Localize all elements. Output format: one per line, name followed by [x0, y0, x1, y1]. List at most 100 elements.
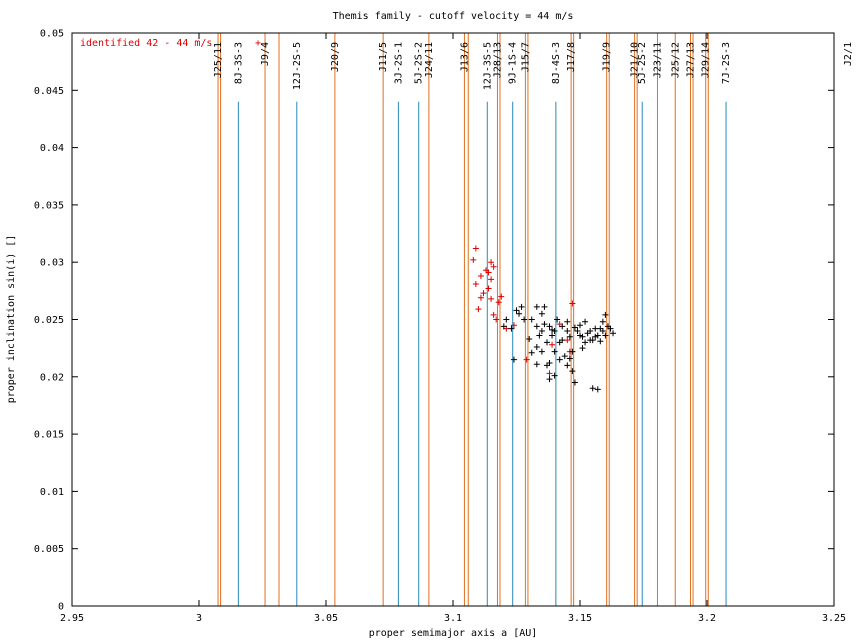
member-point [564, 362, 571, 369]
member-point [582, 318, 589, 325]
axis-ticks: 2.95 3 3.05 3.1 3.15 3.2 3.25 0 0.005 0.01 0.015 0.… [34, 29, 846, 625]
resonance-label: J9/4 [260, 42, 271, 66]
member-point [594, 332, 601, 339]
x-tick-label: 2.95 [60, 613, 84, 624]
identified-point [485, 269, 492, 276]
identified-point [472, 245, 479, 252]
resonance-label: 12J-2S-5 [292, 42, 303, 90]
identified-point [569, 300, 576, 307]
member-point [569, 348, 576, 355]
resonance-label: 12J-3S-5 [482, 42, 493, 90]
identified-point [546, 370, 553, 377]
y-tick-label: 0.01 [40, 487, 64, 498]
member-point [599, 318, 606, 325]
member-point [528, 349, 535, 356]
member-point [592, 325, 599, 332]
member-point [500, 323, 507, 330]
member-point [546, 360, 553, 367]
member-point [551, 348, 558, 355]
y-tick-label: 0.03 [40, 258, 64, 269]
identified-point [472, 280, 479, 287]
member-point [541, 303, 548, 310]
identified-point [485, 285, 492, 292]
x-tick-label: 3.15 [568, 613, 592, 624]
member-point [513, 307, 520, 314]
chart-title: Themis family - cutoff velocity = 44 m/s [333, 11, 574, 22]
resonance-label: 5J-2S-2 [637, 42, 648, 84]
resonance-label: J13/6 [459, 42, 470, 72]
member-point [571, 324, 578, 331]
resonance-label: J21/10 [630, 42, 641, 78]
resonance-label: J25/11 [213, 42, 224, 78]
y-tick-label: 0.035 [34, 200, 64, 211]
member-point [533, 361, 540, 368]
data-points [470, 245, 617, 393]
identified-point [523, 356, 530, 363]
member-point [602, 332, 609, 339]
resonance-label: J29/14 [701, 42, 712, 78]
identified-point [470, 256, 477, 263]
resonance-label: J15/7 [520, 42, 531, 72]
resonance-label: J25/12 [670, 42, 681, 78]
member-point [559, 337, 566, 344]
x-axis-label: proper semimajor axis a [AU] [369, 628, 538, 639]
member-point [538, 348, 545, 355]
identified-point [498, 293, 505, 300]
y-tick-label: 0 [58, 602, 64, 613]
identified-point [480, 290, 487, 297]
y-tick-label: 0.045 [34, 86, 64, 97]
x-tick-label: 3.2 [698, 613, 716, 624]
identified-point [564, 337, 571, 344]
member-point [541, 321, 548, 328]
member-point [559, 323, 566, 330]
x-tick-label: 3.1 [444, 613, 462, 624]
member-point [508, 325, 515, 332]
legend-marker: + [255, 38, 261, 49]
identified-point [549, 341, 556, 348]
identified-point [495, 299, 502, 306]
member-point [566, 333, 573, 340]
y-axis-label: proper inclination sin(i) [] [6, 235, 17, 404]
y-tick-label: 0.05 [40, 29, 64, 40]
resonance-label: 7J-2S-3 [721, 42, 732, 84]
identified-point [490, 311, 497, 318]
legend-label: identified 42 - 44 m/s [80, 38, 212, 49]
identified-point [477, 294, 484, 301]
legend: identified 42 - 44 m/s + [80, 38, 261, 49]
member-point [503, 316, 510, 323]
member-point [510, 356, 517, 363]
member-point [599, 327, 606, 334]
resonance-label: J24/11 [424, 42, 435, 78]
resonance-label: J27/13 [685, 42, 696, 78]
y-tick-label: 0.025 [34, 315, 64, 326]
identified-point [510, 322, 517, 329]
member-point [551, 372, 558, 379]
member-point [538, 327, 545, 334]
resonance-labels: J25/11 8J-3S-3 J9/4 12J-2S-5 J20/9 J11/5 3J-2S… [213, 42, 854, 90]
member-point [571, 379, 578, 386]
member-point [533, 344, 540, 351]
member-point [589, 385, 596, 392]
resonance-label: J28/13 [492, 42, 503, 78]
member-point [546, 323, 553, 330]
resonance-label: 8J-3S-3 [233, 42, 244, 84]
y-tick-label: 0.015 [34, 430, 64, 441]
member-point [556, 356, 563, 363]
resonance-label: 3J-2S-1 [393, 42, 404, 84]
member-point [564, 318, 571, 325]
member-point [549, 332, 556, 339]
member-point [577, 322, 583, 329]
member-point [561, 353, 568, 360]
identified-point [493, 316, 500, 323]
resonance-label: J11/5 [378, 42, 389, 72]
member-point [528, 316, 535, 323]
member-point [577, 332, 583, 339]
member-point [569, 368, 576, 375]
resonance-label: J2/1 [843, 42, 854, 66]
member-point [533, 323, 540, 330]
member-point [546, 376, 553, 383]
x-tick-label: 3.05 [314, 613, 338, 624]
member-point [549, 326, 556, 333]
member-point [554, 316, 561, 323]
